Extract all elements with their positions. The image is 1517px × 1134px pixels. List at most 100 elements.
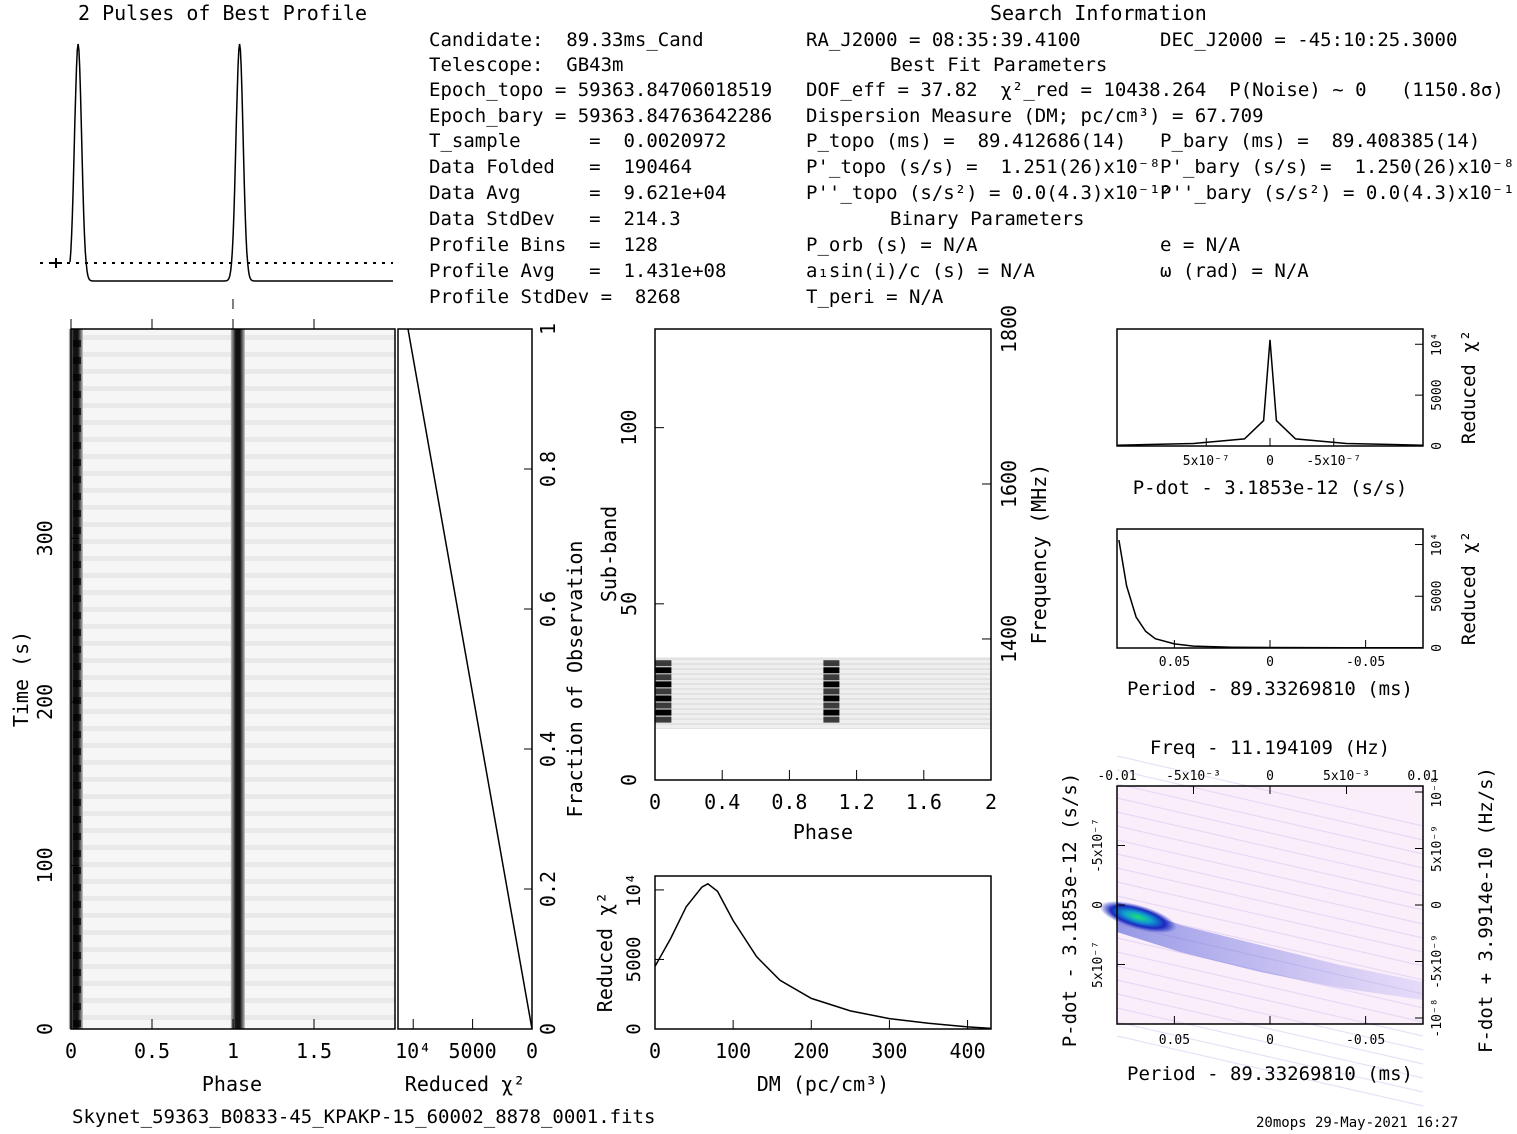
time-phase-pulse-segment xyxy=(73,782,81,789)
subband-xtick-label: 1.6 xyxy=(906,790,942,814)
fraction-xtick-label: 10⁴ xyxy=(395,1039,431,1063)
time-phase-ytick-label: 200 xyxy=(33,684,57,720)
info-telescope: Telescope: GB43m xyxy=(429,54,624,76)
period-chi2-ylabel: Reduced χ² xyxy=(1458,531,1480,645)
fraction-ytick-label: 0.2 xyxy=(536,871,560,907)
time-phase-pulse-segment xyxy=(73,799,81,806)
best-fit-title: Best Fit Parameters xyxy=(890,54,1108,76)
info-e: e = N/A xyxy=(1160,234,1241,256)
time-phase-pulse-segment xyxy=(73,357,81,364)
subband-xtick-label: 2 xyxy=(985,790,997,814)
ppdot-streak xyxy=(1116,951,1424,1023)
ppdot-xlabel: Period - 89.33269810 (ms) xyxy=(1127,1063,1413,1085)
time-phase-pulse-segment xyxy=(73,680,81,687)
dm-ytick-label: 0 xyxy=(623,1023,645,1034)
time-phase-xlabel: Phase xyxy=(202,1072,262,1096)
fraction-ytick-label: 0.4 xyxy=(536,731,560,767)
ppdot-streak xyxy=(1116,895,1424,967)
ppdot-top-tick-label: -5x10⁻³ xyxy=(1166,769,1221,784)
ppdot-ytick-label: -5x10⁻⁷ xyxy=(1091,818,1106,873)
pdot-xtick-label: -5x10⁻⁷ xyxy=(1306,454,1361,469)
time-phase-pulse-segment xyxy=(73,833,81,840)
time-phase-pulse-segment xyxy=(73,697,81,704)
subband-pulse-cell xyxy=(655,681,672,688)
info-data-avg: Data Avg = 9.621e+04 xyxy=(429,182,727,204)
ppdot-right-tick-label: 5x10⁻⁹ xyxy=(1430,825,1445,872)
info-data-stddev: Data StdDev = 214.3 xyxy=(429,208,681,230)
dm-xtick-label: 0 xyxy=(649,1039,661,1063)
ppdot-right-tick-label: 10⁻⁸ xyxy=(1430,776,1445,807)
period-xtick-label: 0.05 xyxy=(1159,655,1190,670)
profile-panel xyxy=(40,43,393,309)
fraction-ytick-label: 1 xyxy=(536,323,560,335)
info-epoch-bary: Epoch_bary = 59363.84763642286 xyxy=(429,105,773,127)
fraction-ytick-label: 0 xyxy=(536,1023,560,1035)
time-phase-pulse-segment xyxy=(73,578,81,585)
subband-xlabel: Phase xyxy=(793,820,853,844)
fraction-xtick-label: 0 xyxy=(526,1039,538,1063)
time-phase-pulse-segment xyxy=(73,714,81,721)
fraction-chi2-frame xyxy=(397,328,533,1030)
subband-xtick-label: 0.4 xyxy=(704,790,740,814)
time-phase-pulse-segment xyxy=(73,1003,81,1010)
dm-ytick-label: 5000 xyxy=(623,937,645,983)
pdot-chi2-panel: 5x10⁻⁷ 0 -5x10⁻⁷ 0 5000 10⁴ P-dot - 3.1853e-1… xyxy=(1116,328,1480,499)
pdot-xtick-label: 0 xyxy=(1266,454,1274,469)
info-porb: P_orb (s) = N/A xyxy=(806,234,978,256)
subband-pulse-cell xyxy=(823,681,840,688)
info-data-folded: Data Folded = 190464 xyxy=(429,156,693,178)
info-dm: Dispersion Measure (DM; pc/cm³) = 67.709 xyxy=(806,105,1264,127)
fraction-chi2-panel: 10⁴ 5000 0 0 0.2 0.4 0.6 0.8 1 Reduced χ² Fracti… xyxy=(395,323,587,1096)
dm-frame xyxy=(654,875,992,1030)
ppdot-streak xyxy=(1116,825,1424,897)
ppdot-right-tick-label: -10⁻⁸ xyxy=(1430,998,1445,1037)
time-phase-pulse-segment xyxy=(73,884,81,891)
time-phase-pulse-segment xyxy=(73,408,81,415)
info-ra: RA_J2000 = 08:35:39.4100 xyxy=(806,29,1081,51)
info-p-bary: P_bary (ms) = 89.408385(14) xyxy=(1160,130,1481,152)
time-phase-pulse-segment xyxy=(73,952,81,959)
ppdot-top-tick-label: 0 xyxy=(1266,769,1274,784)
subband-freq-tick-label: 1400 xyxy=(997,615,1021,663)
fraction-chi2-ylabel: Fraction of Observation xyxy=(563,541,587,818)
time-phase-pulse-segment xyxy=(73,935,81,942)
dm-ytick-label: 10⁴ xyxy=(623,873,645,907)
time-phase-pulse-segment xyxy=(73,850,81,857)
subband-pulse-cell xyxy=(823,695,840,702)
info-t-sample: T_sample = 0.0020972 xyxy=(429,130,727,152)
ppdot-panel: 0.05 0 -0.05 -0.01 -5x10⁻³ 0 5x10⁻³ 0.01 5x10⁻⁷ 0… xyxy=(1059,737,1497,1107)
time-phase-pulse-segment xyxy=(73,442,81,449)
time-phase-pulse-segment xyxy=(73,646,81,653)
info-epoch-topo: Epoch_topo = 59363.84706018519 xyxy=(429,79,773,101)
time-phase-pulse-segment xyxy=(73,986,81,993)
time-phase-pulse-segment xyxy=(73,425,81,432)
info-candidate: Candidate: 89.33ms_Cand xyxy=(429,29,704,51)
time-phase-ytick-label: 300 xyxy=(33,520,57,556)
fraction-chi2-line xyxy=(407,328,533,1030)
time-phase-pulse-segment xyxy=(73,510,81,517)
subband-pulse-cell xyxy=(823,716,840,723)
ppdot-xtick-label: -0.05 xyxy=(1346,1033,1385,1048)
info-p-topo: P_topo (ms) = 89.412686(14) xyxy=(806,130,1127,152)
subband-xtick-label: 0 xyxy=(649,790,661,814)
ppdot-streak xyxy=(1116,993,1424,1065)
fraction-xtick-label: 5000 xyxy=(449,1039,497,1063)
ppdot-streak xyxy=(1116,797,1424,869)
ppdot-xtick-label: 0 xyxy=(1266,1033,1274,1048)
ppdot-ylabel: P-dot - 3.1853e-12 (s/s) xyxy=(1059,773,1081,1048)
ppdot-streak xyxy=(1116,839,1424,911)
time-phase-pulse-segment xyxy=(73,612,81,619)
subband-ytick-label: 0 xyxy=(617,774,641,786)
subband-pulse-cell xyxy=(655,688,672,695)
time-phase-pulse-segment xyxy=(73,748,81,755)
time-phase-xtick-label: 0.5 xyxy=(134,1039,170,1063)
time-phase-xtick-label: 1.5 xyxy=(296,1039,332,1063)
subband-pulse-cell xyxy=(655,702,672,709)
time-phase-pulse-segment xyxy=(73,561,81,568)
dm-xtick-label: 400 xyxy=(949,1039,985,1063)
ppdot-xtick-label: 0.05 xyxy=(1159,1033,1190,1048)
dm-curve xyxy=(654,882,992,1030)
subband-pulse-cell xyxy=(655,709,672,716)
ppdot-top-tick-label: 5x10⁻³ xyxy=(1323,769,1370,784)
subband-ylabel: Sub-band xyxy=(597,506,621,602)
